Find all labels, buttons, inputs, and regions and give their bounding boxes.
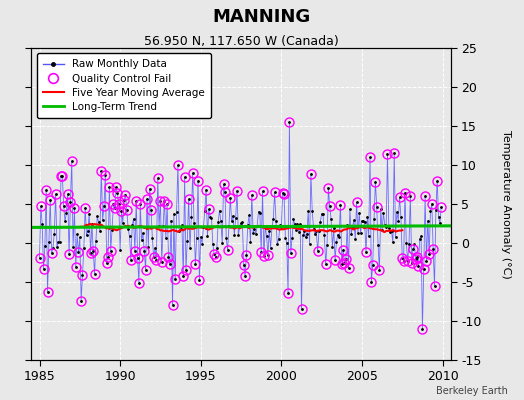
Title: 56.950 N, 117.650 W (Canada): 56.950 N, 117.650 W (Canada) [144, 35, 339, 48]
Text: MANNING: MANNING [213, 8, 311, 26]
Y-axis label: Temperature Anomaly (°C): Temperature Anomaly (°C) [501, 130, 511, 278]
Legend: Raw Monthly Data, Quality Control Fail, Five Year Moving Average, Long-Term Tren: Raw Monthly Data, Quality Control Fail, … [37, 53, 211, 118]
Text: Berkeley Earth: Berkeley Earth [436, 386, 508, 396]
